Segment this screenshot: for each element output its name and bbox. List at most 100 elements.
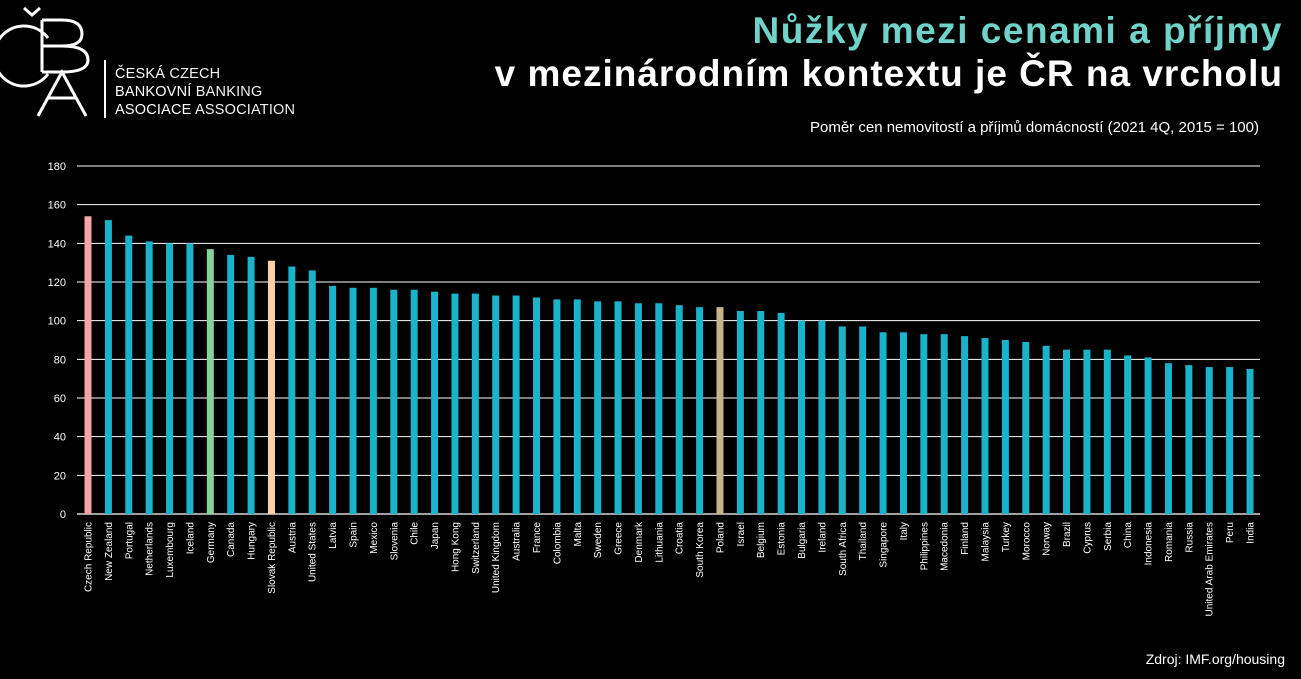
y-tick-label: 60 [54, 393, 66, 405]
bar-iceland [186, 243, 194, 514]
bar-united-kingdom [492, 295, 500, 514]
y-tick-label: 160 [48, 200, 66, 212]
bar-sweden [594, 301, 602, 514]
bars [84, 216, 1254, 514]
x-tick-label: India [1246, 522, 1257, 544]
x-tick-label: South Africa [838, 522, 849, 576]
bar-morocco [1022, 341, 1030, 514]
bar-poland [716, 307, 724, 514]
y-tick-label: 40 [54, 432, 66, 444]
bar-indonesia [1144, 357, 1152, 514]
x-tick-label: Ireland [817, 522, 828, 553]
bar-south-korea [696, 307, 704, 514]
logo-line-1: ČESKÁ CZECH [115, 66, 221, 82]
x-tick-label: Singapore [879, 522, 890, 568]
x-tick-label: Iceland [185, 522, 196, 554]
x-tick-label: Serbia [1103, 522, 1114, 551]
x-tick-label: Philippines [919, 522, 930, 570]
x-tick-label: New Zealand [104, 522, 115, 581]
y-tick-label: 80 [54, 354, 66, 366]
cba-logo-mark [0, 6, 106, 118]
bar-ireland [818, 320, 826, 514]
bar-chile [410, 289, 418, 514]
bar-canada [227, 254, 235, 514]
x-tick-label: Slovak Republic [267, 522, 278, 594]
bar-hungary [247, 256, 255, 514]
x-tick-label: Peru [1225, 522, 1236, 543]
bar-denmark [634, 303, 642, 514]
bar-thailand [859, 326, 867, 514]
bar-malta [573, 299, 581, 514]
x-tick-label: Lithuania [654, 522, 665, 563]
bar-croatia [675, 305, 683, 514]
x-tick-label: Canada [226, 522, 237, 557]
x-tick-label: Greece [614, 522, 625, 555]
bar-luxembourg [166, 243, 174, 514]
bar-colombia [553, 299, 561, 514]
bar-serbia [1103, 349, 1111, 514]
x-tick-label: Denmark [634, 521, 645, 563]
x-tick-label: Japan [430, 522, 441, 549]
x-tick-label: United Arab Emirates [1205, 522, 1216, 617]
x-tick-label: Poland [715, 522, 726, 553]
x-tick-label: Latvia [328, 522, 339, 549]
x-tick-label: Spain [349, 522, 360, 548]
title-line-2: v mezinárodním kontextu je ČR na vrcholu [494, 53, 1283, 94]
x-tick-label: Macedonia [940, 522, 951, 571]
bar-austria [288, 266, 296, 514]
x-tick-label: Malaysia [980, 522, 991, 562]
chart-subtitle: Poměr cen nemovitostí a příjmů domácnost… [810, 119, 1259, 136]
x-tick-label: Estonia [777, 522, 788, 556]
bar-peru [1226, 367, 1234, 514]
bar-mexico [369, 287, 377, 514]
x-tick-label: Morocco [1021, 522, 1032, 561]
bar-macedonia [940, 334, 948, 514]
bar-spain [349, 287, 357, 514]
x-tick-label: Indonesia [1144, 522, 1155, 566]
x-tick-label: Austria [287, 522, 298, 554]
y-tick-label: 140 [48, 238, 66, 250]
bar-bulgaria [798, 320, 806, 514]
bar-slovenia [390, 289, 398, 514]
bar-italy [899, 332, 907, 514]
bar-russia [1185, 365, 1193, 514]
x-tick-label: Sweden [593, 522, 604, 558]
bar-turkey [1001, 340, 1009, 514]
bar-slovak-republic [267, 260, 275, 514]
x-tick-label: Norway [1042, 522, 1053, 556]
x-tick-label: Belgium [756, 522, 767, 558]
bar-japan [431, 291, 439, 514]
bar-brazil [1063, 349, 1071, 514]
x-tick-label: Colombia [552, 522, 563, 565]
bar-france [532, 297, 540, 514]
x-tick-label: Germany [206, 522, 217, 563]
bar-portugal [125, 235, 133, 514]
bar-romania [1164, 363, 1172, 514]
bar-united-states [308, 270, 316, 514]
bar-estonia [777, 312, 785, 514]
bar-belgium [757, 311, 765, 514]
x-tick-label: Switzerland [471, 522, 482, 574]
bar-south-africa [838, 326, 846, 514]
title-line-1: Nůžky mezi cenami a příjmy [752, 10, 1283, 51]
x-tick-label: Czech Republic [84, 522, 95, 592]
x-tick-label: Hungary [247, 522, 258, 560]
x-tick-label: Thailand [858, 522, 869, 560]
y-tick-label: 100 [48, 316, 66, 328]
y-axis-ticks: 0 20 40 60 80 100 120 140 160 180 [48, 161, 66, 521]
x-axis-labels: Czech Republic New Zealand Portugal Netherl… [84, 521, 1257, 616]
source-note: Zdroj: IMF.org/housing [1145, 651, 1285, 667]
logo-line-3: ASOCIACE ASSOCIATION [115, 102, 296, 118]
y-tick-label: 120 [48, 277, 66, 289]
x-tick-label: Malta [573, 522, 584, 547]
logo-line-2: BANKOVNÍ BANKING [115, 84, 263, 100]
x-tick-label: Cyprus [1082, 522, 1093, 554]
x-tick-label: United Kingdom [491, 522, 502, 593]
bar-switzerland [471, 293, 479, 514]
x-tick-label: China [1123, 522, 1134, 549]
bar-germany [206, 249, 214, 514]
bar-norway [1042, 345, 1050, 514]
y-tick-label: 20 [54, 470, 66, 482]
x-tick-label: Israel [736, 522, 747, 546]
x-tick-label: Brazil [1062, 522, 1073, 547]
